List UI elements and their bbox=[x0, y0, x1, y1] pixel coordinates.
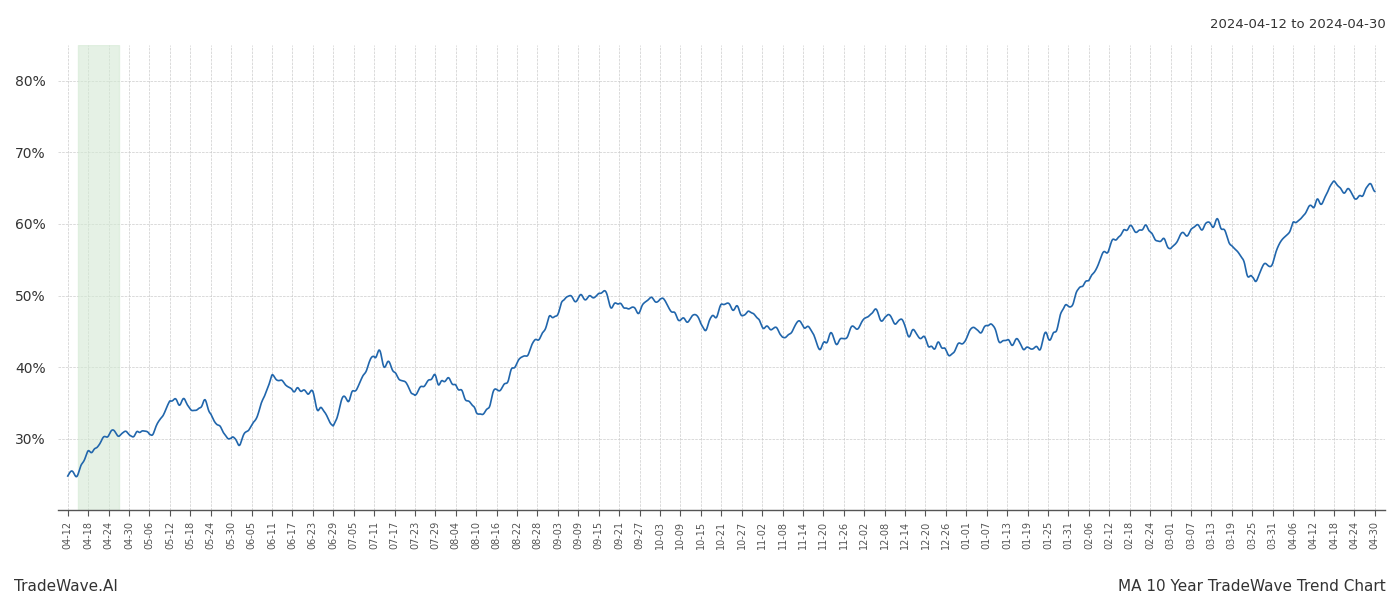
Text: 2024-04-12 to 2024-04-30: 2024-04-12 to 2024-04-30 bbox=[1210, 18, 1386, 31]
Text: MA 10 Year TradeWave Trend Chart: MA 10 Year TradeWave Trend Chart bbox=[1119, 579, 1386, 594]
Bar bbox=[78, 45, 119, 511]
Text: TradeWave.AI: TradeWave.AI bbox=[14, 579, 118, 594]
